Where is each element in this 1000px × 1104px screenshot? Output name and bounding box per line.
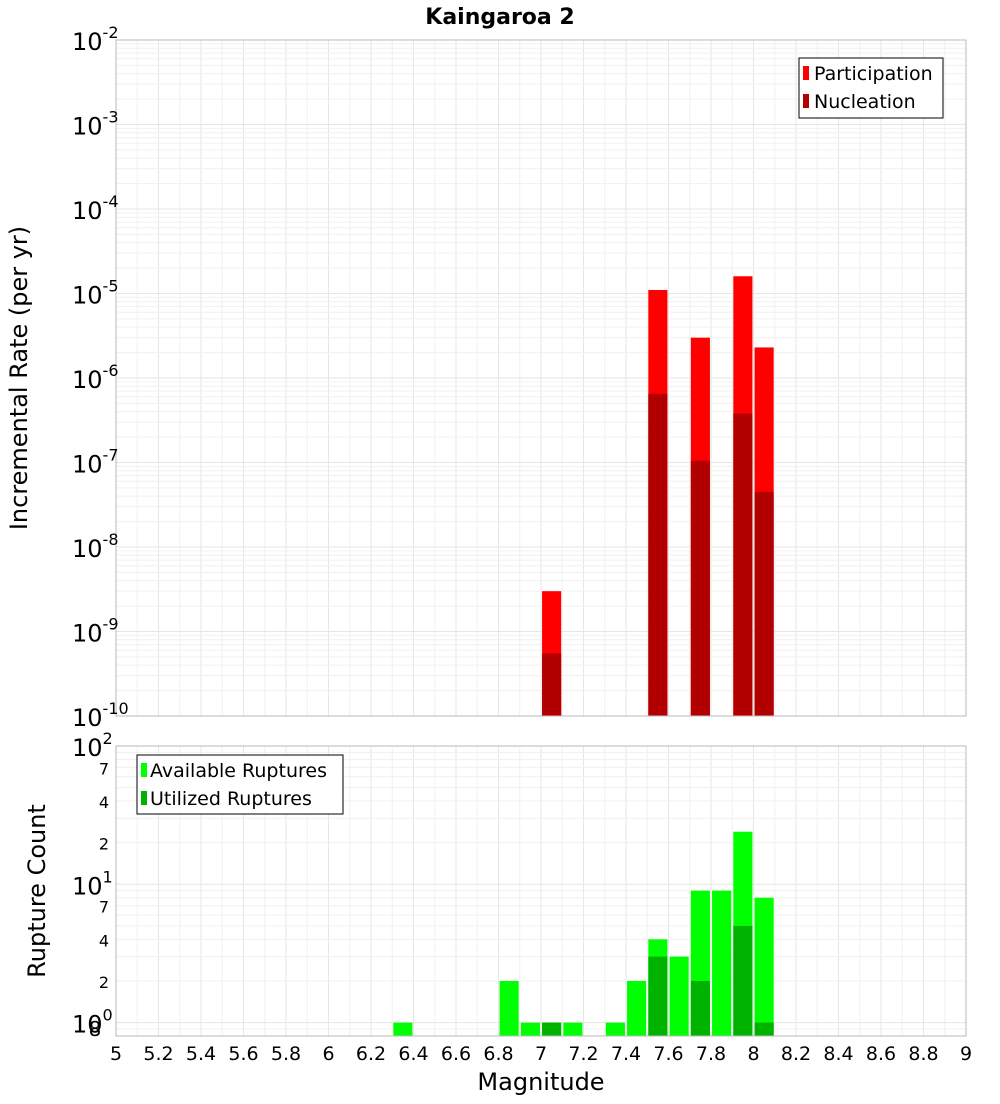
available-ruptures-bar [563,1022,583,1036]
x-tick-label: 8.6 [866,1043,896,1065]
x-tick-label: 8.8 [908,1043,938,1065]
y-tick-label: 10-5 [72,277,119,310]
bottom-legend-box [136,754,344,815]
x-tick-label: 8.2 [781,1043,811,1065]
available-ruptures-bar [627,980,647,1036]
bottom-plot-frame [115,745,967,1037]
x-tick-label: 6.6 [441,1043,471,1065]
available-ruptures-bar [605,1022,625,1036]
bottom-panel-bars [393,831,774,1036]
utilized-ruptures-bar [690,980,710,1036]
y-tick-label: 4 [99,931,109,950]
x-tick-label: 5.6 [228,1043,258,1065]
x-axis-label: Magnitude [477,1068,604,1096]
y-tick-label: 10-9 [72,615,119,648]
top-legend: Participation Nucleation [798,57,944,119]
utilized-ruptures-bar [648,956,668,1036]
nucleation-bar [542,653,562,716]
top-plot-frame [115,39,967,717]
y-tick-label: 10-3 [72,108,119,141]
bottom-y-axis-label: Rupture Count [23,804,51,978]
x-tick-label: 6.2 [356,1043,386,1065]
y-tick-label: 10-10 [72,699,129,732]
x-tick-label: 6.8 [483,1043,513,1065]
utilized-ruptures-bar [542,1022,562,1036]
top-legend-box [798,57,944,119]
nucleation-bar [648,393,668,716]
x-tick-labels: 5 5.2 5.4 5.6 5.8 6 6.2 6.4 6.6 6.8 7 7.2 7.4 7.6 7.8 8… [110,1043,972,1065]
nucleation-legend-label: Nucleation [814,91,916,113]
top-y-tick-labels: 10-2 10-3 10-4 10-5 10-6 10-7 10-8 10-9 10-10 [72,23,129,732]
utilized-ruptures-legend-label: Utilized Ruptures [150,788,312,810]
bottom-legend: Available Ruptures Utilized Ruptures [136,754,344,815]
available-ruptures-bar [520,1022,540,1036]
x-tick-label: 7.6 [653,1043,683,1065]
available-ruptures-legend-label: Available Ruptures [150,760,327,782]
x-tick-label: 8 [747,1043,759,1065]
x-tick-label: 5.4 [186,1043,216,1065]
participation-legend-swatch [803,66,809,80]
available-ruptures-bar [499,980,519,1036]
available-ruptures-legend-swatch [141,763,147,777]
available-ruptures-bar [669,956,689,1036]
y-tick-label: 7 [99,898,109,917]
x-tick-label: 7.4 [611,1043,641,1065]
top-y-axis-label: Incremental Rate (per yr) [5,226,33,530]
y-tick-label: 100 [72,1006,113,1039]
top-panel-grid [115,40,967,717]
y-tick-label: 10-2 [72,23,119,56]
utilized-ruptures-bar [733,925,753,1036]
nucleation-legend-swatch [803,94,809,108]
y-tick-label: 4 [99,793,109,812]
x-tick-label: 9 [960,1043,972,1065]
y-tick-label: 7 [99,759,109,778]
top-panel-bars [542,276,774,716]
available-ruptures-bar [712,890,732,1036]
nucleation-bar [733,413,753,716]
participation-legend-label: Participation [814,63,933,85]
x-tick-label: 6.4 [398,1043,428,1065]
y-tick-label: 10-7 [72,446,119,479]
x-tick-label: 8.4 [823,1043,853,1065]
chart-title: Kaingaroa 2 [425,5,574,30]
x-tick-label: 6 [322,1043,334,1065]
x-tick-label: 7.2 [568,1043,598,1065]
y-tick-label: 102 [72,729,113,762]
y-tick-label: 10-4 [72,192,119,225]
x-tick-label: 7 [535,1043,547,1065]
nucleation-bar [754,491,774,716]
x-tick-label: 5.8 [271,1043,301,1065]
y-tick-label: 10-8 [72,530,119,563]
y-tick-label: 2 [99,835,109,854]
nucleation-bar [690,460,710,716]
available-ruptures-bar [754,897,774,1036]
y-tick-label: 10-6 [72,361,119,394]
utilized-ruptures-legend-swatch [141,791,147,805]
y-tick-label: 8 [89,1017,102,1041]
y-tick-label: 101 [72,867,113,900]
x-tick-label: 5 [110,1043,122,1065]
utilized-ruptures-bar [754,1022,774,1036]
y-tick-label: 2 [99,973,109,992]
available-ruptures-bar [393,1022,413,1036]
x-tick-label: 5.2 [143,1043,173,1065]
x-tick-label: 7.8 [696,1043,726,1065]
